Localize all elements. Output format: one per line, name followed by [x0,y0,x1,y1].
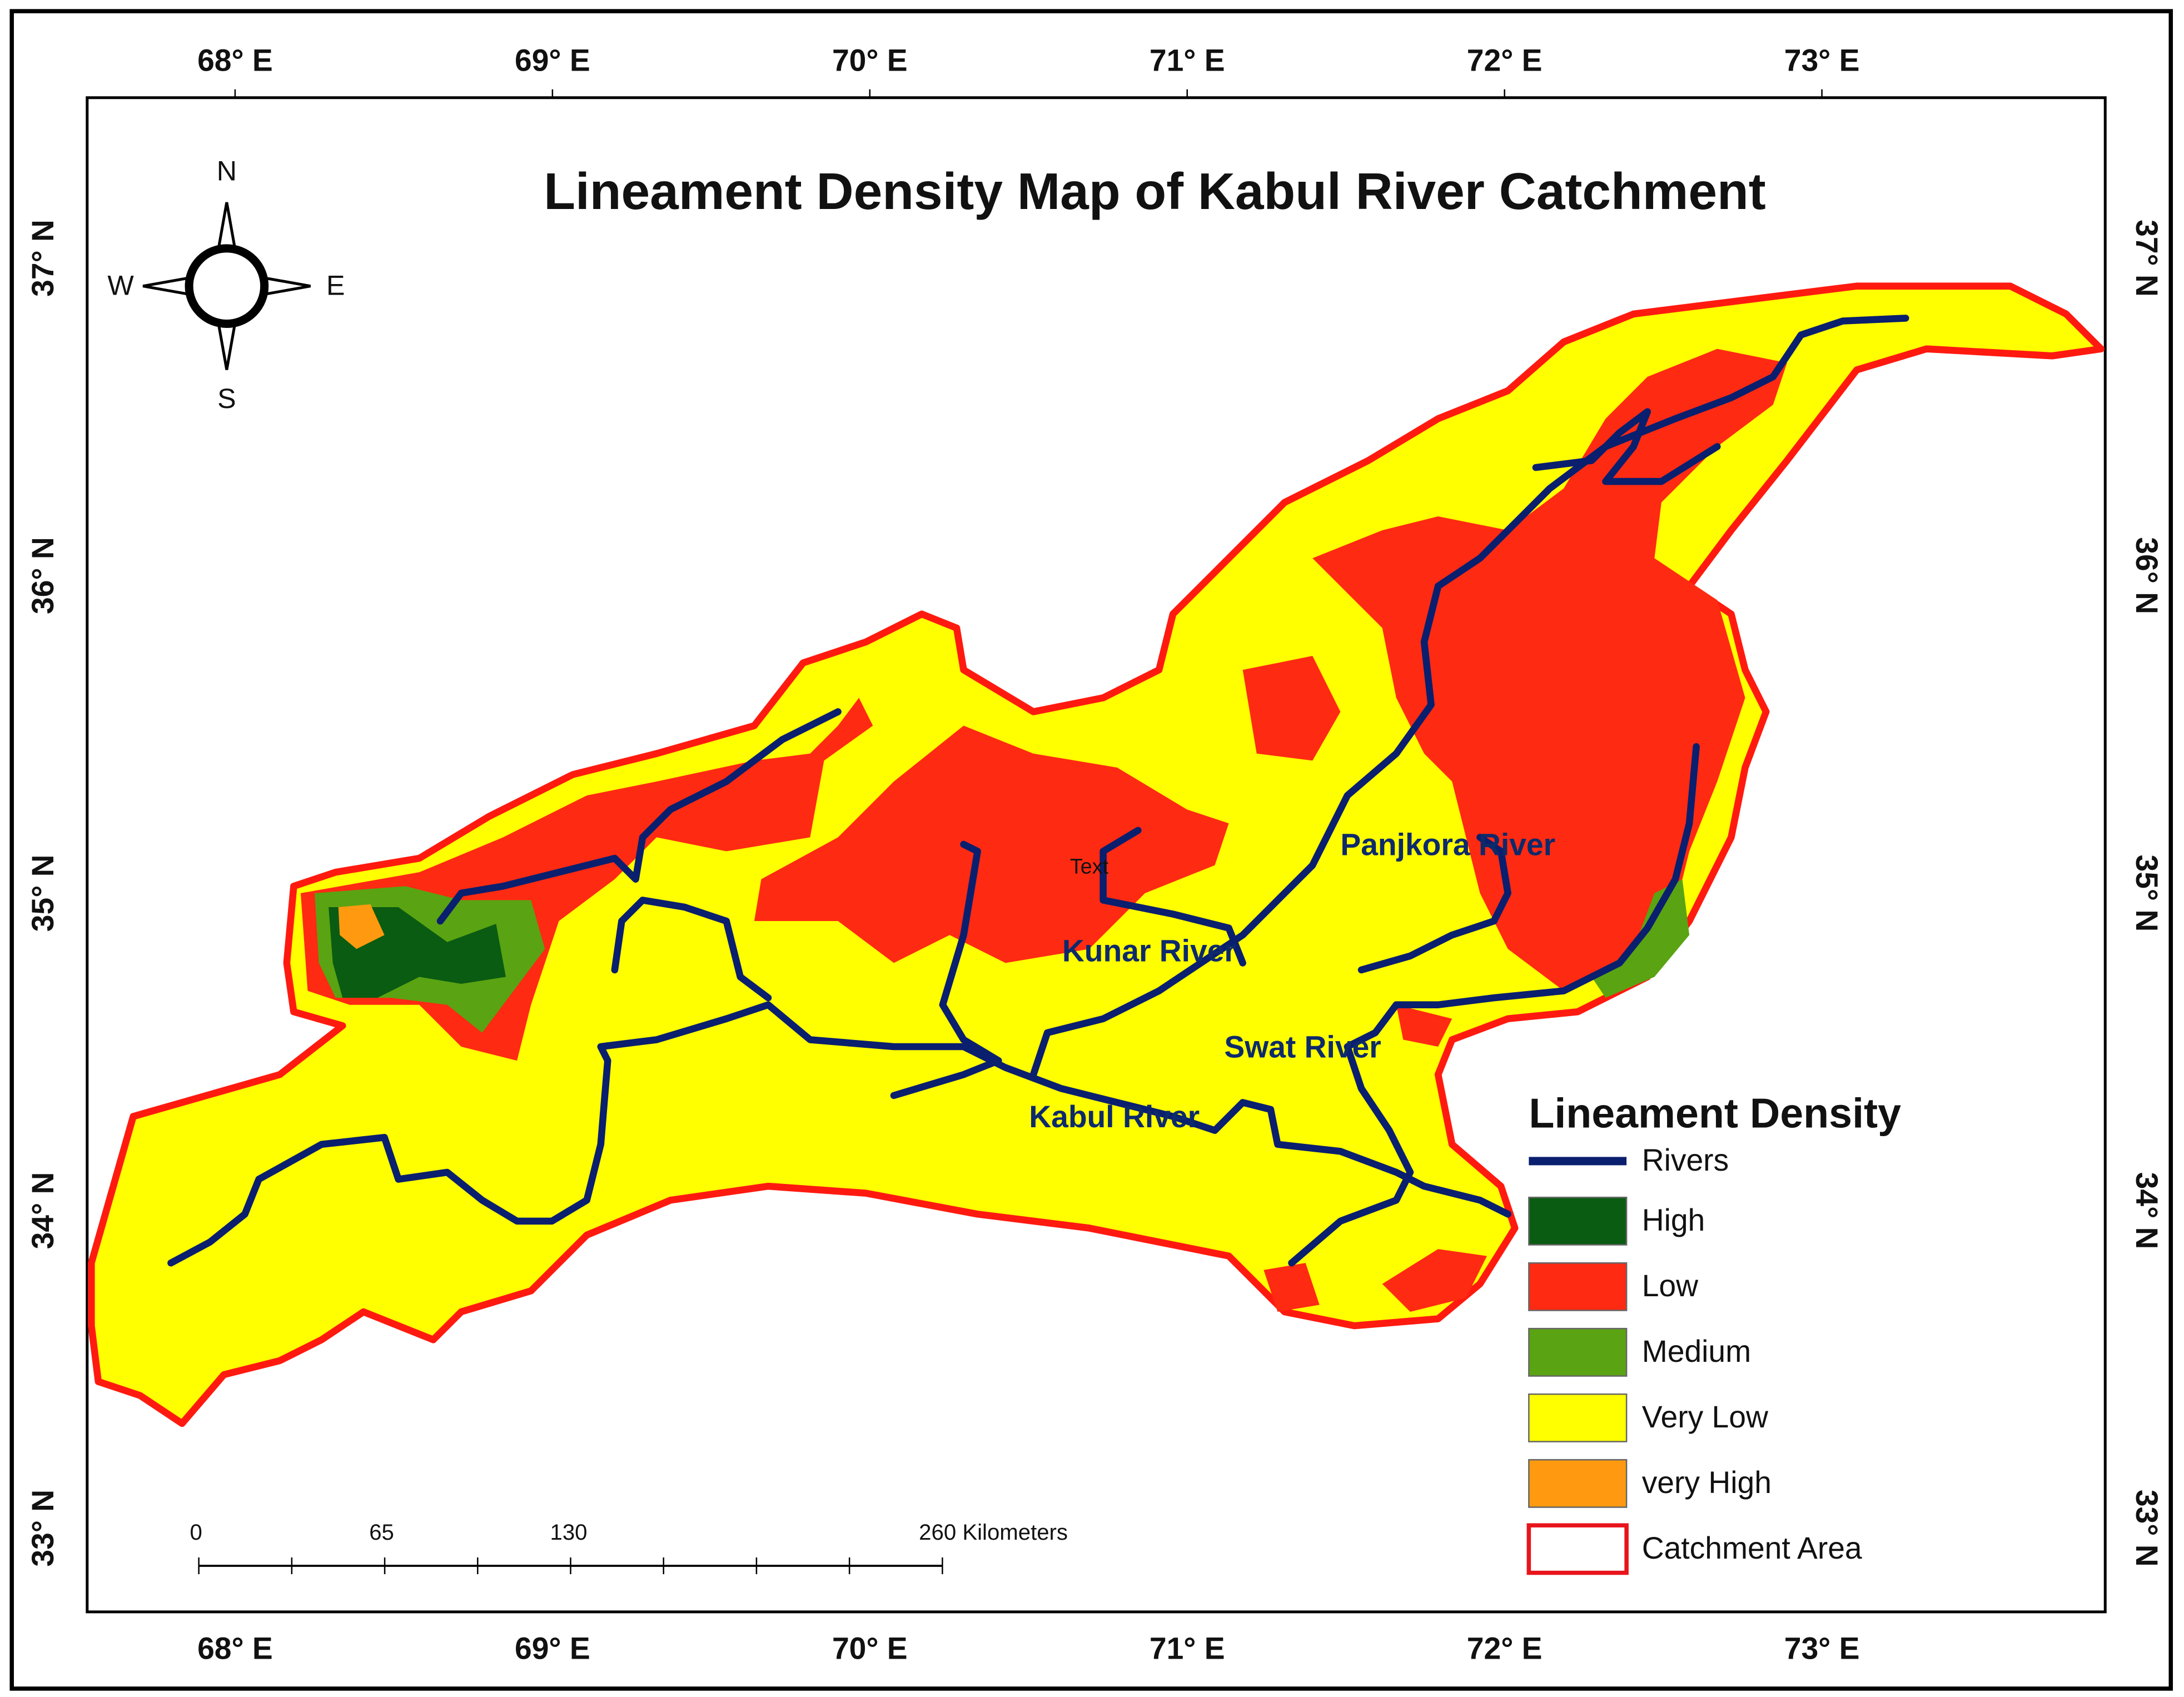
river [611,897,772,1002]
scale-label: 0 [190,1520,202,1545]
scale-bar: 0 65 130 260 Kilometers [190,1520,1068,1575]
river [167,1001,1511,1267]
longitude-label: 69° E [515,43,590,78]
latitude-label: 36° N [2130,537,2164,614]
longitude-label: 71° E [1150,43,1225,78]
river [890,840,1002,1099]
latitude-label: 34° N [2130,1172,2164,1250]
legend-label: High [1642,1203,1705,1237]
compass-w: W [107,270,134,301]
stray-label: Text [1070,855,1109,878]
latitude-label: 33° N [26,1490,60,1567]
longitude-label: 72° E [1467,1631,1543,1666]
legend-swatch [1528,1393,1628,1442]
river [1100,827,1246,967]
river-label: Panjkora River [1340,828,1555,862]
latitude-label: 37° N [26,220,60,297]
rivers [167,315,1909,1267]
legend-label: Medium [1642,1334,1751,1368]
longitude-label: 73° E [1784,43,1860,78]
map-title: Lineament Density Map of Kabul River Cat… [544,162,1765,220]
low-zone [1242,656,1341,761]
legend-label: very High [1642,1465,1772,1500]
latitude-label: 35° N [2130,854,2164,932]
river [1029,315,1909,1078]
legend-label: Rivers [1642,1143,1729,1177]
compass-n: N [217,156,237,187]
river [1532,408,1721,485]
very-high-zone [338,904,385,949]
legend-label: Very Low [1642,1400,1769,1434]
low-zone [1382,1249,1487,1312]
legend-swatch [1528,1196,1628,1246]
latitude-label: 34° N [26,1172,60,1250]
legend-label: Catchment Area [1642,1531,1862,1565]
scale-label: 65 [369,1520,394,1545]
legend-label: Low [1642,1268,1699,1303]
river-label: Kabul River [1029,1099,1200,1134]
legend-swatch [1526,1523,1629,1575]
longitude-label: 68° E [197,1631,273,1666]
compass-e: E [326,270,345,301]
river-label: Swat River [1224,1030,1381,1064]
compass-ring [185,244,269,329]
latitude-label: 33° N [2130,1490,2164,1567]
low-zone [1396,1004,1452,1047]
low-zone [1312,349,1787,991]
legend-swatch [1528,1327,1628,1377]
low-zone [1263,1263,1320,1312]
river [1288,743,1700,1267]
river-label: Kunar River [1062,933,1236,968]
compass [142,202,311,370]
scale-label: 260 Kilometers [919,1520,1068,1545]
longitude-label: 73° E [1784,1631,1860,1666]
scale-label: 130 [550,1520,587,1545]
longitude-label: 68° E [197,43,273,78]
latitude-label: 35° N [26,854,60,932]
longitude-label: 70° E [832,43,908,78]
longitude-label: 71° E [1150,1631,1225,1666]
longitude-label: 72° E [1467,43,1543,78]
longitude-label: 70° E [832,1631,908,1666]
latitude-label: 36° N [26,537,60,614]
legend-swatch [1528,1459,1628,1508]
legend-title: Lineament Density [1529,1089,1901,1136]
compass-s: S [217,383,236,414]
legend-swatch [1528,1262,1628,1311]
river [436,708,842,925]
longitude-label: 69° E [515,1631,590,1666]
river [1357,834,1511,974]
latitude-label: 37° N [2130,220,2164,297]
